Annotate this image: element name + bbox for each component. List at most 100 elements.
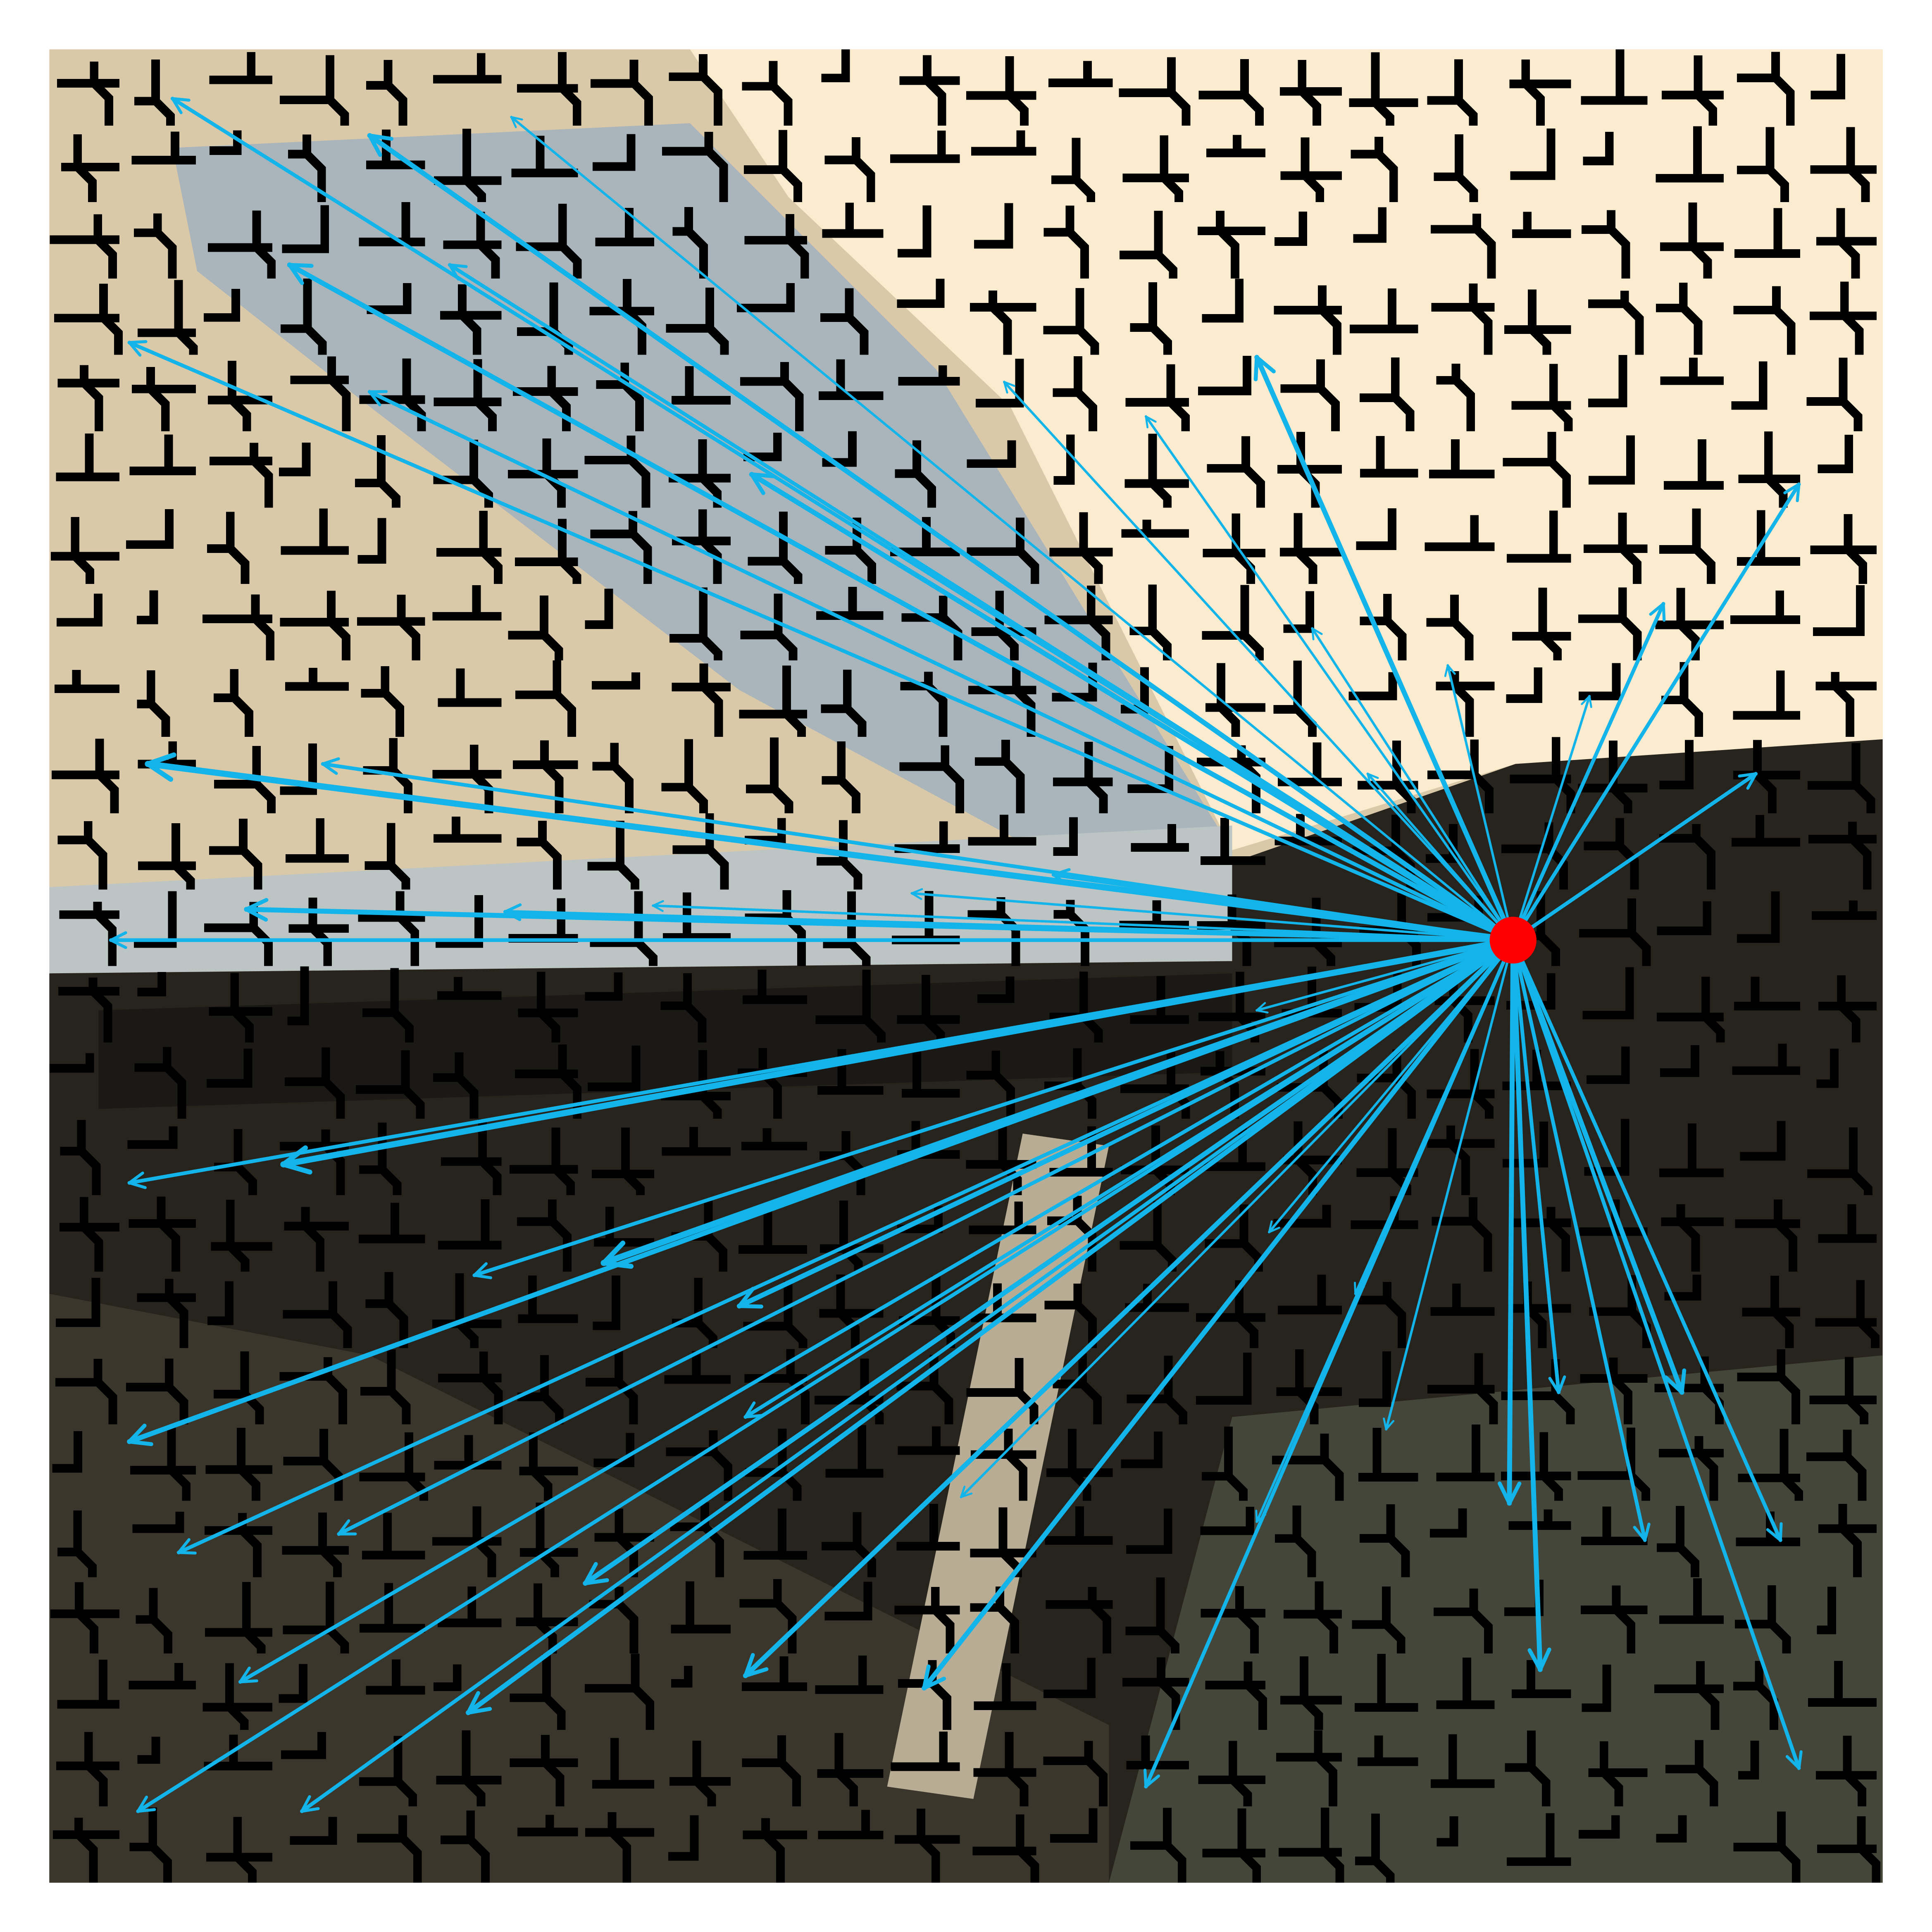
- arrow: [960, 939, 1515, 1498]
- boundary: [356, 1050, 425, 1119]
- boundary: [1351, 137, 1398, 202]
- boundary: [1202, 1808, 1266, 1883]
- boundary: [1737, 52, 1795, 126]
- boundary: [748, 511, 803, 584]
- boundary: [822, 202, 884, 238]
- arrow: [749, 472, 1516, 943]
- boundary: [1274, 212, 1308, 246]
- boundary: [1734, 208, 1800, 258]
- boundary: [56, 593, 103, 627]
- boundary: [203, 288, 240, 322]
- boundary: [280, 55, 349, 126]
- boundary: [1131, 824, 1189, 852]
- boundary: [1121, 1431, 1163, 1468]
- boundary: [662, 131, 728, 202]
- boundary: [1656, 283, 1703, 355]
- boundary: [280, 743, 317, 795]
- boundary: [433, 53, 502, 84]
- boundary: [357, 1815, 422, 1883]
- boundary: [1816, 1736, 1877, 1806]
- boundary: [1733, 286, 1796, 355]
- boundary: [1427, 59, 1478, 126]
- boundary: [131, 131, 196, 165]
- boundary: [1810, 127, 1877, 202]
- boundary: [1273, 660, 1317, 737]
- boundary: [898, 365, 960, 386]
- boundary: [669, 587, 723, 661]
- boundary: [593, 1275, 620, 1330]
- arrow: [1511, 938, 1566, 1394]
- boundary: [1654, 1661, 1724, 1730]
- boundary: [1808, 743, 1875, 813]
- boundary: [1655, 588, 1724, 661]
- boundary: [1808, 822, 1877, 890]
- boundary: [1348, 672, 1397, 700]
- source-point: [1489, 917, 1537, 964]
- boundary: [1202, 585, 1264, 661]
- boundary: [592, 743, 634, 813]
- boundary: [137, 670, 170, 737]
- boundary: [54, 669, 120, 693]
- boundary: [585, 588, 613, 629]
- boundary: [977, 977, 1015, 1003]
- boundary: [54, 283, 123, 355]
- boundary: [592, 134, 636, 171]
- boundary: [821, 669, 867, 737]
- boundary: [1124, 434, 1189, 508]
- boundary: [1580, 1357, 1648, 1425]
- boundary: [1119, 210, 1178, 279]
- boundary: [1047, 1196, 1097, 1272]
- boundary: [364, 823, 410, 890]
- boundary: [974, 203, 1013, 249]
- boundary: [134, 1047, 186, 1119]
- boundary: [1734, 977, 1800, 1011]
- boundary: [433, 1052, 479, 1119]
- boundary: [1659, 1578, 1724, 1624]
- boundary: [438, 1199, 502, 1250]
- boundary: [741, 1128, 807, 1151]
- arrow: [743, 937, 1516, 1678]
- boundary: [1816, 1048, 1839, 1088]
- boundary: [1738, 1740, 1759, 1780]
- boundary: [1512, 212, 1571, 238]
- boundary: [1588, 435, 1635, 485]
- boundary: [137, 972, 166, 996]
- lower-left-region: [49, 1294, 1109, 1883]
- arrow: [1354, 939, 1515, 1295]
- boundary: [283, 1281, 352, 1348]
- boundary: [508, 595, 563, 661]
- boundary: [671, 1581, 731, 1634]
- boundary: [1436, 1816, 1458, 1847]
- boundary: [1200, 1507, 1255, 1535]
- boundary: [1049, 512, 1113, 584]
- boundary: [823, 891, 871, 966]
- boundary: [1275, 1505, 1316, 1577]
- boundary: [1578, 587, 1642, 661]
- boundary: [1046, 1587, 1113, 1654]
- boundary: [1812, 900, 1877, 920]
- boundary: [518, 1275, 578, 1323]
- boundary: [822, 741, 860, 813]
- arrow: [1510, 937, 1551, 1672]
- boundary: [975, 740, 1025, 813]
- boundary: [743, 1281, 808, 1348]
- boundary: [517, 52, 581, 126]
- boundary: [52, 1431, 82, 1473]
- boundary: [1048, 61, 1113, 88]
- boundary: [360, 1349, 411, 1425]
- boundary: [672, 663, 731, 737]
- boundary: [1427, 1125, 1495, 1196]
- boundary: [1122, 135, 1189, 202]
- boundary: [49, 1053, 94, 1073]
- boundary: [666, 1430, 733, 1501]
- boundary: [1426, 595, 1474, 661]
- boundary: [1436, 1424, 1495, 1482]
- boundary: [902, 1043, 960, 1098]
- boundary: [1511, 364, 1573, 431]
- boundary: [136, 1588, 173, 1654]
- boundary: [137, 1279, 196, 1348]
- boundary: [1280, 513, 1342, 584]
- arrow: [1498, 937, 1522, 1506]
- boundary: [1509, 59, 1571, 126]
